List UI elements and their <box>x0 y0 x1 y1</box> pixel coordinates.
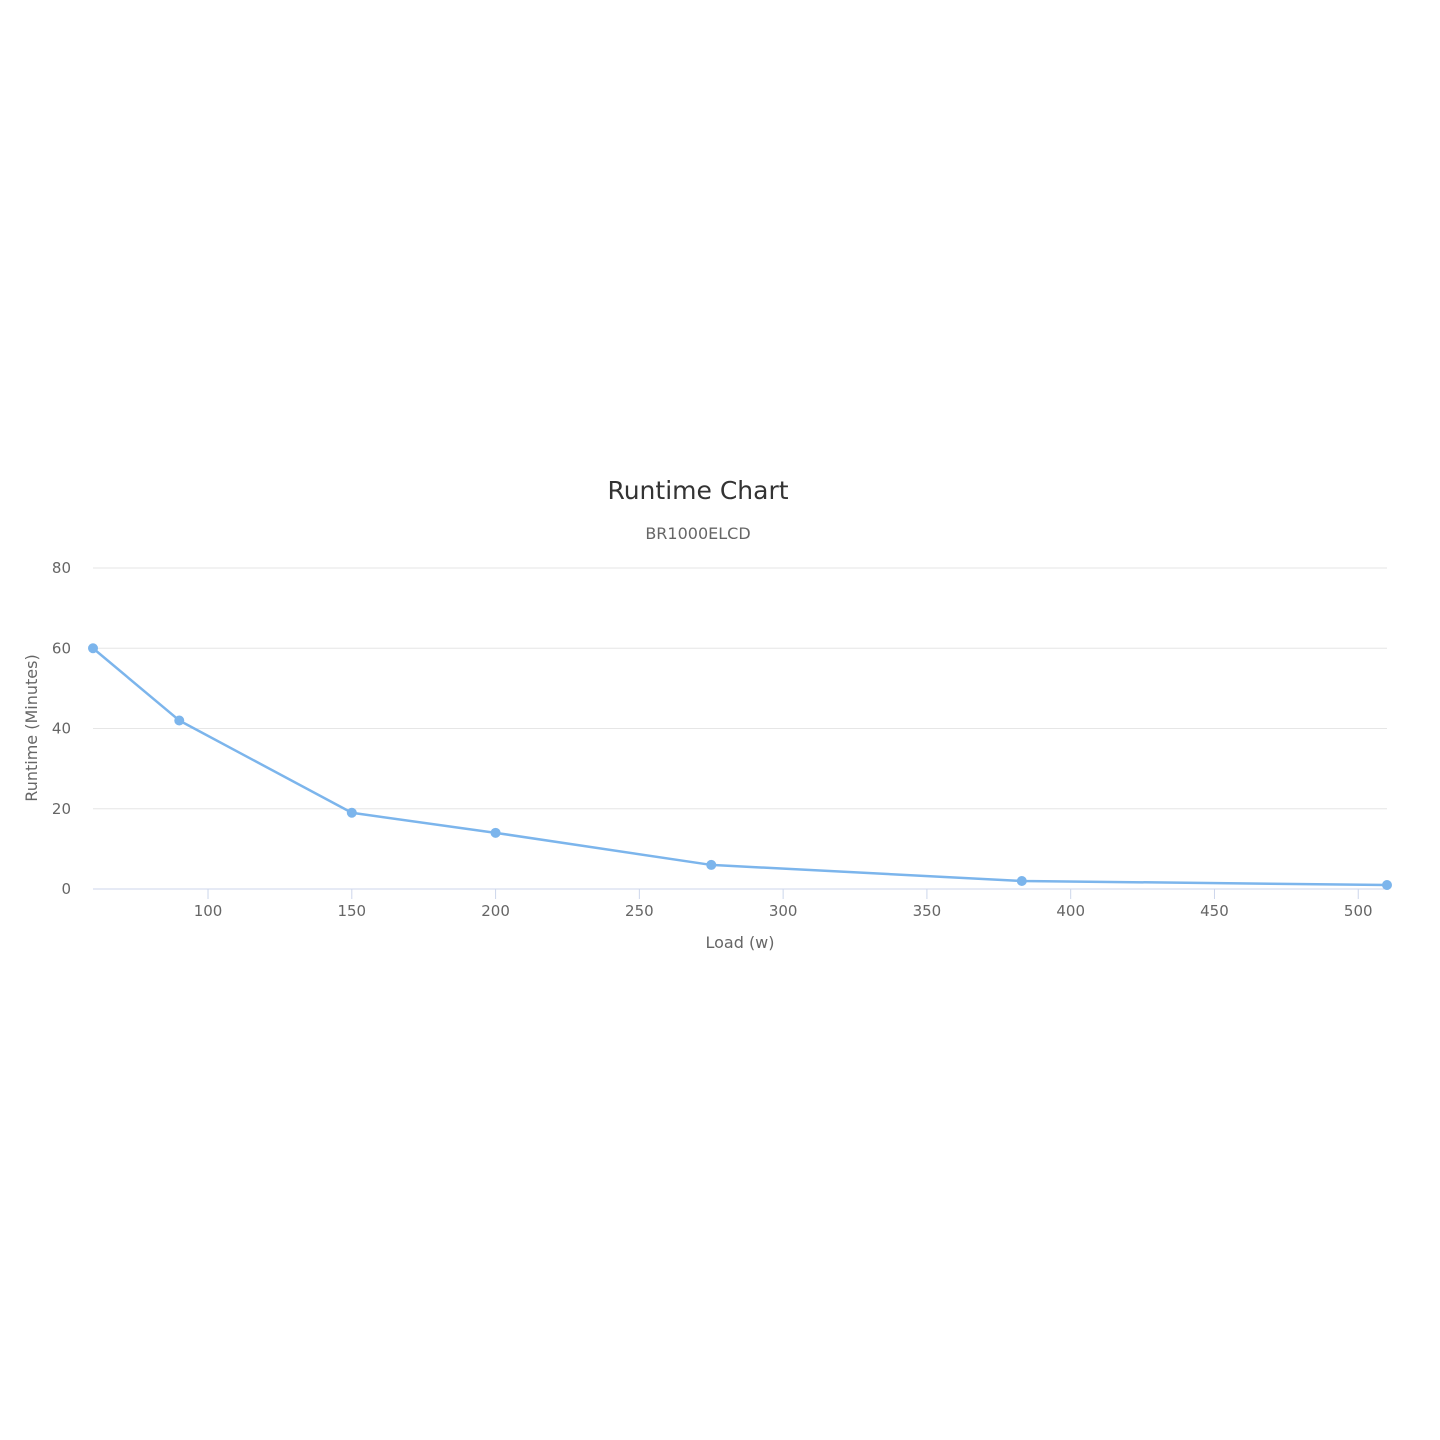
x-tick-label: 500 <box>1344 902 1373 920</box>
data-point <box>88 643 98 654</box>
x-tick-label: 250 <box>625 902 654 920</box>
chart-subtitle: BR1000ELCD <box>645 524 750 543</box>
data-point <box>346 807 357 818</box>
x-axis-label: Load (w) <box>705 933 774 952</box>
x-tick-label: 350 <box>913 902 942 920</box>
y-tick-label: 80 <box>52 559 71 577</box>
y-tick-label: 0 <box>61 880 71 898</box>
chart-title: Runtime Chart <box>607 476 788 505</box>
series-line <box>92 647 1388 887</box>
y-tick-label: 20 <box>52 800 71 818</box>
data-point <box>490 827 501 838</box>
data-point <box>1382 879 1392 890</box>
y-axis-label: Runtime (Minutes) <box>22 654 41 801</box>
y-tick-label: 40 <box>52 720 71 738</box>
x-tick-label: 300 <box>769 902 798 920</box>
x-tick-label: 150 <box>337 902 366 920</box>
y-tick-label: 60 <box>52 639 71 657</box>
x-tick-label: 400 <box>1056 902 1085 920</box>
data-point <box>174 715 185 726</box>
x-tick-label: 450 <box>1200 902 1229 920</box>
data-point <box>1016 875 1027 886</box>
x-tick-label: 100 <box>194 902 223 920</box>
x-tick-label: 200 <box>481 902 510 920</box>
data-point <box>706 859 717 870</box>
